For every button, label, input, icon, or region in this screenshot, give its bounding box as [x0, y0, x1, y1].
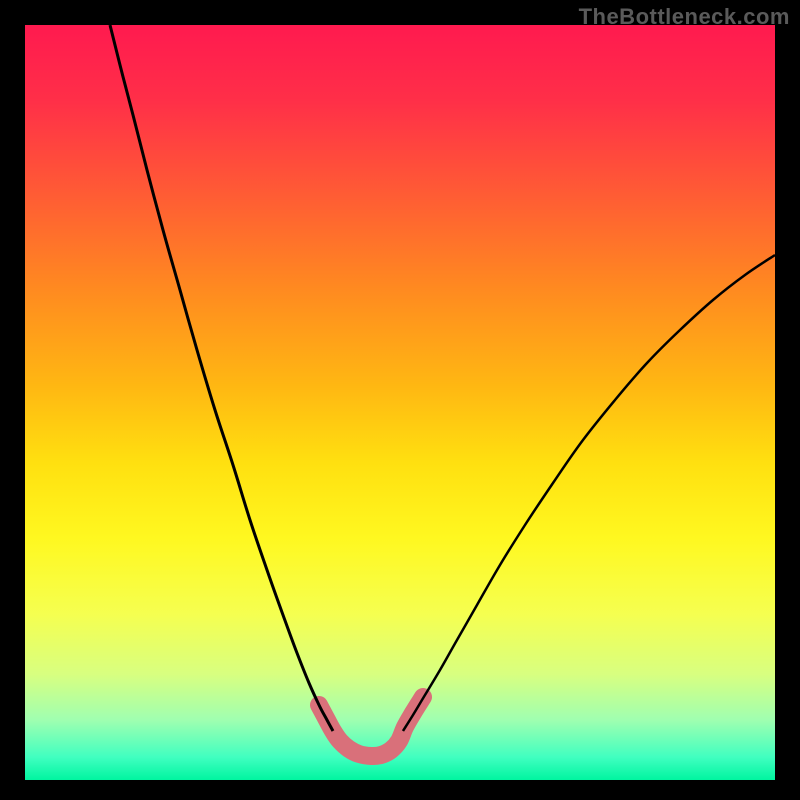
plot-area: [25, 25, 775, 780]
bottleneck-curve-chart: [25, 25, 775, 780]
chart-container: TheBottleneck.com: [0, 0, 800, 800]
